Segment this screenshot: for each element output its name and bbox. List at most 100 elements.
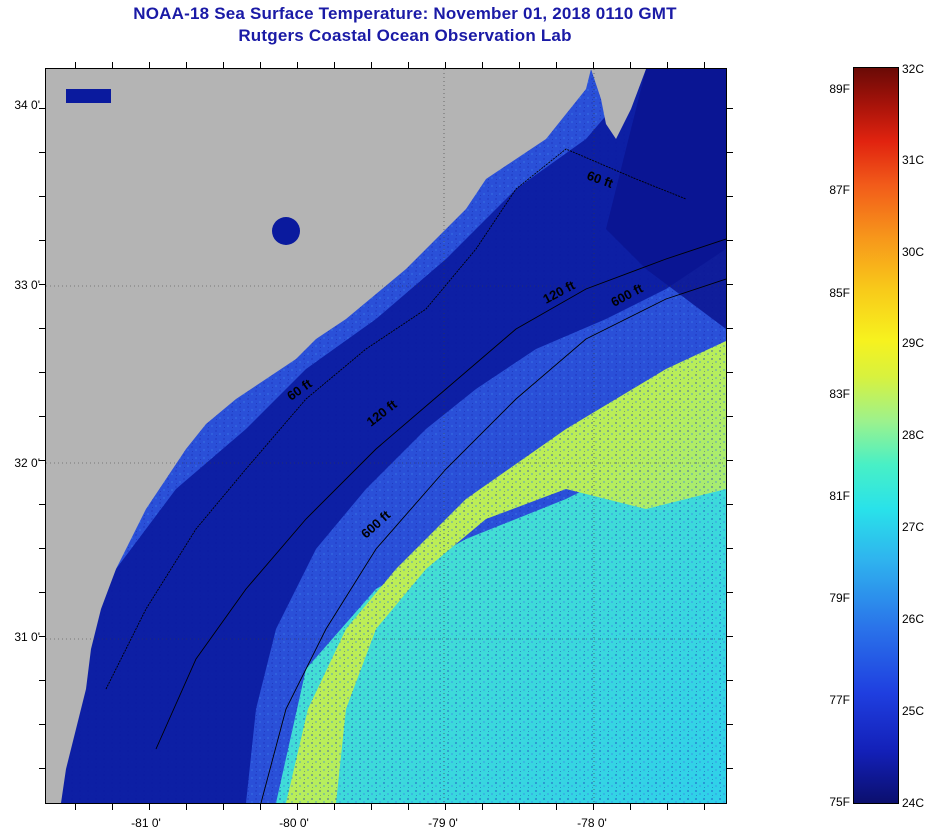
map-right-tick <box>727 240 733 241</box>
map-right-tick <box>727 284 733 285</box>
map-bottom-tick <box>704 804 705 810</box>
inland-water-nw <box>66 89 111 103</box>
inland-lake <box>272 217 300 245</box>
map-right-tick <box>727 416 733 417</box>
map-left-tick <box>39 152 45 153</box>
map-right-tick <box>727 460 733 461</box>
map-bottom-tick <box>112 804 113 810</box>
map-bottom-tick <box>223 804 224 810</box>
colorbar-c-25: 25C <box>902 704 925 718</box>
colorbar-f-77: 77F <box>829 693 850 707</box>
map-bottom-tick <box>556 804 557 810</box>
map-subtitle: Rutgers Coastal Ocean Observation Lab <box>238 26 572 45</box>
map-bottom-tick <box>186 804 187 810</box>
graticule <box>46 69 726 803</box>
colorbar-c-32: 32C <box>902 62 925 76</box>
colorbar-f-79: 79F <box>829 591 850 605</box>
map-left-tick <box>39 372 45 373</box>
map-left-tick <box>39 636 45 637</box>
colorbar-f-81: 81F <box>829 489 850 503</box>
colorbar-c-29: 29C <box>902 336 925 350</box>
map-left-tick <box>39 680 45 681</box>
map-left-tick <box>39 196 45 197</box>
map-top-tick <box>371 62 372 68</box>
map-right-tick <box>727 372 733 373</box>
map-right-tick <box>727 636 733 637</box>
colorbar-c-27: 27C <box>902 520 925 534</box>
map-top-tick <box>667 62 668 68</box>
map-left-tick <box>39 768 45 769</box>
land-cape <box>591 69 646 139</box>
colorbar-c-30: 30C <box>902 245 925 259</box>
map-right-tick <box>727 152 733 153</box>
map-bottom-tick <box>371 804 372 810</box>
map-top-tick <box>260 62 261 68</box>
map-right-tick <box>727 196 733 197</box>
map-top-tick <box>149 62 150 68</box>
map-top-tick <box>334 62 335 68</box>
map-bottom-tick <box>297 804 298 810</box>
map-left-tick <box>39 548 45 549</box>
sst-map: 60 ft 120 ft 600 ft 60 ft 120 ft 600 ft <box>45 68 727 804</box>
temperature-colorbar <box>853 67 899 804</box>
map-top-tick <box>519 62 520 68</box>
map-bottom-tick <box>260 804 261 810</box>
colorbar-f-87: 87F <box>829 183 850 197</box>
map-bottom-tick <box>445 804 446 810</box>
map-bottom-tick <box>482 804 483 810</box>
map-left-tick <box>39 592 45 593</box>
map-right-tick <box>727 724 733 725</box>
map-top-tick <box>297 62 298 68</box>
map-top-tick <box>75 62 76 68</box>
ne-cold-water <box>606 69 726 329</box>
map-left-tick <box>39 416 45 417</box>
lat-label-31: 31 0' <box>14 630 40 644</box>
map-right-tick <box>727 108 733 109</box>
map-top-tick <box>630 62 631 68</box>
map-left-tick <box>39 284 45 285</box>
colorbar-f-83: 83F <box>829 387 850 401</box>
lon-label-79: -79 0' <box>428 816 458 830</box>
map-top-tick <box>408 62 409 68</box>
map-right-tick <box>727 592 733 593</box>
map-bottom-tick <box>75 804 76 810</box>
shelf-water <box>46 69 726 803</box>
land-mass <box>46 69 591 803</box>
lat-label-34: 34 0' <box>14 98 40 112</box>
map-left-tick <box>39 504 45 505</box>
map-left-tick <box>39 724 45 725</box>
sst-map-canvas: 60 ft 120 ft 600 ft 60 ft 120 ft 600 ft <box>46 69 726 803</box>
map-bottom-tick <box>149 804 150 810</box>
map-top-tick <box>556 62 557 68</box>
map-bottom-tick <box>667 804 668 810</box>
colorbar-c-31: 31C <box>902 153 925 167</box>
map-left-tick <box>39 460 45 461</box>
colorbar-c-26: 26C <box>902 612 925 626</box>
colorbar-f-85: 85F <box>829 286 850 300</box>
map-title: NOAA-18 Sea Surface Temperature: Novembe… <box>133 4 677 23</box>
map-bottom-tick <box>519 804 520 810</box>
map-left-tick <box>39 328 45 329</box>
colorbar-c-28: 28C <box>902 428 925 442</box>
lon-label-80: -80 0' <box>279 816 309 830</box>
map-top-tick <box>112 62 113 68</box>
map-right-tick <box>727 504 733 505</box>
colorbar-c-24: 24C <box>902 796 925 810</box>
lat-label-33: 33 0' <box>14 278 40 292</box>
map-bottom-tick <box>593 804 594 810</box>
map-left-tick <box>39 108 45 109</box>
map-top-tick <box>704 62 705 68</box>
lon-label-78: -78 0' <box>577 816 607 830</box>
map-right-tick <box>727 328 733 329</box>
map-bottom-tick <box>630 804 631 810</box>
map-top-tick <box>445 62 446 68</box>
lon-label-81: -81 0' <box>131 816 161 830</box>
map-right-tick <box>727 548 733 549</box>
lat-label-32: 32 0' <box>14 456 40 470</box>
map-top-tick <box>482 62 483 68</box>
map-top-tick <box>223 62 224 68</box>
map-left-tick <box>39 240 45 241</box>
map-right-tick <box>727 680 733 681</box>
map-bottom-tick <box>408 804 409 810</box>
map-top-tick <box>593 62 594 68</box>
